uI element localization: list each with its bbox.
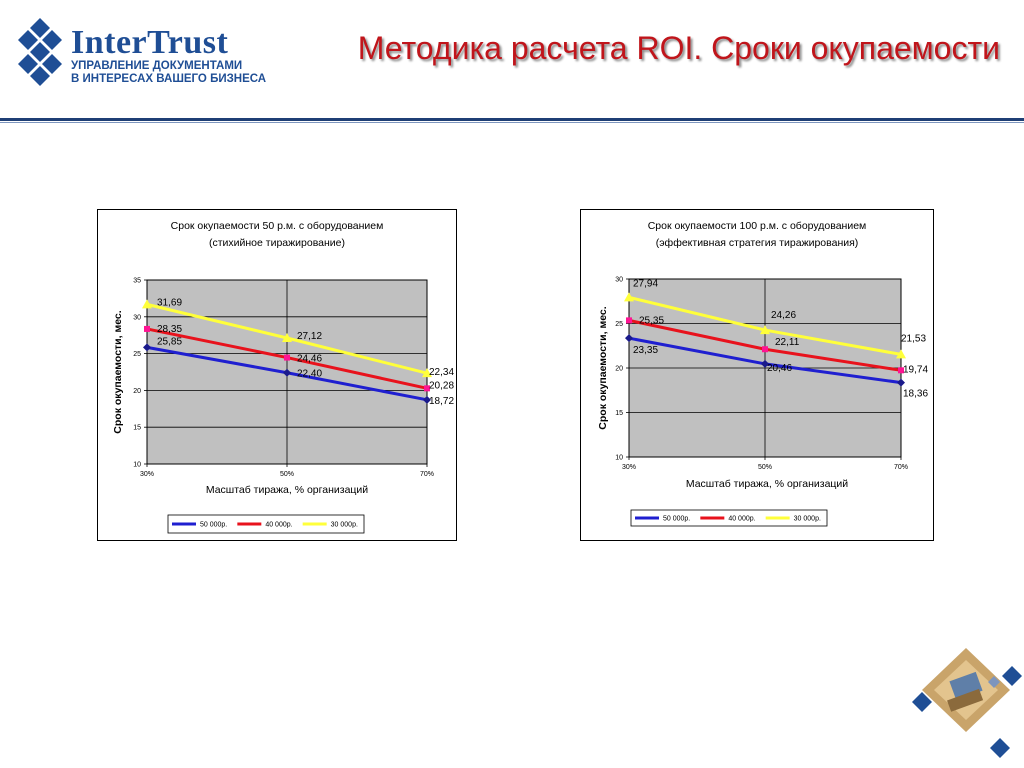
logo-name: InterTrust: [71, 24, 229, 61]
data-point-marker: [898, 367, 904, 374]
data-label: 22,11: [775, 337, 800, 348]
data-point-marker: [283, 368, 291, 377]
y-axis-label: Срок окупаемости, мес.: [112, 310, 124, 433]
y-tick-label: 15: [615, 410, 623, 417]
legend-box: [167, 514, 365, 534]
y-tick-label: 20: [615, 366, 623, 373]
data-label: 27,94: [633, 278, 658, 289]
logo-diamond-icon: [18, 18, 62, 86]
data-point-marker: [760, 325, 770, 335]
y-axis-label: Срок окупаемости, мес.: [597, 306, 609, 429]
data-point-marker: [896, 349, 906, 359]
chart-svg-payback-50: Срок окупаемости 50 р.м. с оборудованием…: [112, 220, 454, 534]
data-point-marker: [624, 292, 634, 302]
legend-box: [630, 509, 828, 527]
chart-svg-payback-100: Срок окупаемости 100 р.м. с оборудование…: [597, 220, 928, 527]
header-divider: [0, 118, 1024, 121]
logo-tagline-line2: В ИНТЕРЕСАХ ВАШЕГО БИЗНЕСА: [71, 73, 267, 85]
data-label: 18,36: [903, 389, 928, 400]
chart-title: Срок окупаемости 100 р.м. с оборудование…: [648, 220, 867, 232]
y-tick-label: 35: [133, 278, 141, 285]
data-point-marker: [282, 332, 292, 342]
x-tick-label: 70%: [420, 471, 434, 478]
data-point-marker: [424, 385, 430, 392]
data-label: 21,53: [901, 333, 926, 344]
y-tick-label: 20: [133, 388, 141, 395]
legend-label: 40 000р.: [265, 522, 292, 529]
data-point-marker: [422, 368, 432, 378]
data-point-marker: [761, 359, 769, 368]
x-tick-label: 70%: [894, 464, 908, 471]
x-tick-label: 50%: [280, 471, 294, 478]
header-divider-thin: [0, 122, 1024, 123]
data-label: 22,40: [297, 369, 322, 380]
legend-label: 40 000р.: [728, 516, 755, 523]
data-point-marker: [142, 299, 152, 309]
legend-label: 50 000р.: [663, 516, 690, 523]
data-label: 27,12: [297, 331, 322, 342]
data-label: 20,28: [429, 380, 454, 391]
data-label: 28,35: [157, 324, 182, 335]
data-point-marker: [625, 334, 633, 343]
y-tick-label: 25: [615, 321, 623, 328]
logo-tagline-line1: УПРАВЛЕНИЕ ДОКУМЕНТАМИ: [71, 60, 243, 72]
data-point-marker: [762, 346, 768, 353]
data-point-marker: [897, 378, 905, 387]
data-point-marker: [284, 354, 290, 361]
y-tick-label: 30: [133, 314, 141, 321]
data-point-marker: [144, 325, 150, 332]
chart-title: Срок окупаемости 50 р.м. с оборудованием: [171, 220, 384, 232]
x-tick-label: 30%: [140, 471, 154, 478]
data-label: 23,35: [633, 345, 658, 356]
data-label: 18,72: [429, 396, 454, 407]
decorative-diamonds-image: [912, 648, 1022, 758]
chart-payback-50: Срок окупаемости 50 р.м. с оборудованием…: [97, 209, 457, 541]
data-label: 19,74: [903, 364, 928, 375]
legend-label: 30 000р.: [794, 516, 821, 523]
data-label: 25,85: [157, 336, 182, 347]
y-tick-label: 10: [615, 455, 623, 462]
data-label: 24,46: [297, 354, 322, 365]
intertrust-logo: InterTrust УПРАВЛЕНИЕ ДОКУМЕНТАМИ В ИНТЕ…: [14, 16, 266, 92]
y-tick-label: 10: [133, 462, 141, 469]
data-label: 25,35: [639, 315, 664, 326]
chart-subtitle: (стихийное тиражирование): [209, 237, 345, 249]
legend-label: 50 000р.: [200, 522, 227, 529]
data-point-marker: [626, 317, 632, 324]
legend-label: 30 000р.: [331, 522, 358, 529]
y-tick-label: 25: [133, 351, 141, 358]
chart-subtitle: (эффективная стратегия тиражирования): [656, 237, 859, 249]
y-tick-label: 30: [615, 277, 623, 284]
x-axis-label: Масштаб тиража, % организаций: [686, 478, 848, 490]
x-tick-label: 30%: [622, 464, 636, 471]
data-point-marker: [143, 343, 151, 352]
data-label: 24,26: [771, 310, 796, 321]
y-tick-label: 15: [133, 425, 141, 432]
data-label: 22,34: [429, 367, 454, 378]
chart-payback-100: Срок окупаемости 100 р.м. с оборудование…: [580, 209, 934, 541]
data-label: 31,69: [157, 297, 182, 308]
data-point-marker: [423, 395, 431, 404]
x-axis-label: Масштаб тиража, % организаций: [206, 484, 368, 496]
slide-title: Методика расчета ROI. Сроки окупаемости: [357, 30, 1000, 66]
data-label: 20,46: [767, 363, 792, 374]
x-tick-label: 50%: [758, 464, 772, 471]
